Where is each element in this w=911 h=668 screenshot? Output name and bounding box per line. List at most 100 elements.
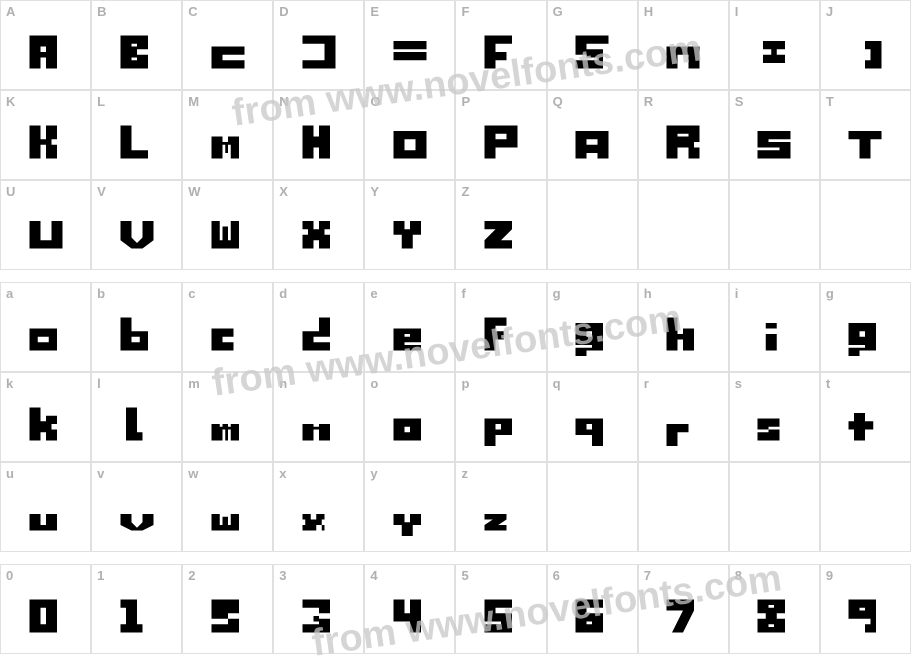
glyph-cell: g bbox=[547, 282, 638, 372]
cell-label: A bbox=[6, 4, 15, 19]
glyph-cell: c bbox=[182, 282, 273, 372]
cell-label: g bbox=[553, 286, 561, 301]
cell-label: K bbox=[6, 94, 15, 109]
cell-glyph bbox=[115, 120, 159, 171]
glyph-cell: S bbox=[729, 90, 820, 180]
glyph-cell: q bbox=[547, 372, 638, 462]
cell-glyph bbox=[570, 30, 614, 81]
cell-label: S bbox=[735, 94, 744, 109]
empty-cell bbox=[820, 180, 911, 270]
glyph-cell: M bbox=[182, 90, 273, 180]
cell-label: 1 bbox=[97, 568, 104, 583]
cell-label: F bbox=[461, 4, 469, 19]
cell-glyph bbox=[388, 210, 432, 261]
cell-glyph bbox=[115, 402, 159, 453]
glyph-cell: p bbox=[455, 372, 546, 462]
glyph-cell: 3 bbox=[273, 564, 364, 654]
cell-label: E bbox=[370, 4, 379, 19]
grid-section-lowercase: abcdefghigklmnopqrstuvwxyz bbox=[0, 282, 911, 552]
cell-glyph bbox=[24, 30, 68, 81]
glyph-cell: s bbox=[729, 372, 820, 462]
cell-label: Q bbox=[553, 94, 563, 109]
glyph-cell: C bbox=[182, 0, 273, 90]
cell-label: s bbox=[735, 376, 742, 391]
cell-glyph bbox=[479, 30, 523, 81]
cell-label: Z bbox=[461, 184, 469, 199]
glyph-cell: r bbox=[638, 372, 729, 462]
cell-label: T bbox=[826, 94, 834, 109]
glyph-cell: 1 bbox=[91, 564, 182, 654]
cell-glyph bbox=[206, 312, 250, 363]
cell-glyph bbox=[661, 594, 705, 645]
cell-label: 8 bbox=[735, 568, 742, 583]
cell-label: D bbox=[279, 4, 288, 19]
empty-cell bbox=[547, 462, 638, 552]
cell-glyph bbox=[843, 30, 887, 81]
cell-glyph bbox=[843, 312, 887, 363]
glyph-cell: u bbox=[0, 462, 91, 552]
glyph-cell: v bbox=[91, 462, 182, 552]
empty-cell bbox=[638, 180, 729, 270]
cell-label: f bbox=[461, 286, 465, 301]
cell-label: x bbox=[279, 466, 286, 481]
grid-section-uppercase: ABCDEFGHIJKLMNOPQRSTUVWXYZ bbox=[0, 0, 911, 270]
cell-glyph bbox=[206, 402, 250, 453]
glyph-cell: 7 bbox=[638, 564, 729, 654]
section-spacer bbox=[0, 552, 911, 564]
glyph-cell: n bbox=[273, 372, 364, 462]
cell-glyph bbox=[479, 120, 523, 171]
cell-label: M bbox=[188, 94, 199, 109]
glyph-cell: I bbox=[729, 0, 820, 90]
cell-glyph bbox=[388, 492, 432, 543]
glyph-cell: 2 bbox=[182, 564, 273, 654]
cell-label: w bbox=[188, 466, 198, 481]
glyph-cell: g bbox=[820, 282, 911, 372]
cell-label: P bbox=[461, 94, 470, 109]
grid-section-digits: 0123456789 bbox=[0, 564, 911, 654]
cell-label: 6 bbox=[553, 568, 560, 583]
cell-glyph bbox=[479, 492, 523, 543]
cell-label: 3 bbox=[279, 568, 286, 583]
cell-glyph bbox=[115, 594, 159, 645]
cell-glyph bbox=[297, 210, 341, 261]
cell-label: 9 bbox=[826, 568, 833, 583]
empty-cell bbox=[729, 462, 820, 552]
cell-label: 2 bbox=[188, 568, 195, 583]
glyph-cell: x bbox=[273, 462, 364, 552]
cell-label: e bbox=[370, 286, 377, 301]
glyph-cell: K bbox=[0, 90, 91, 180]
cell-glyph bbox=[115, 210, 159, 261]
cell-glyph bbox=[752, 30, 796, 81]
cell-glyph bbox=[479, 210, 523, 261]
glyph-cell: X bbox=[273, 180, 364, 270]
cell-label: r bbox=[644, 376, 649, 391]
glyph-cell: k bbox=[0, 372, 91, 462]
cell-glyph bbox=[206, 594, 250, 645]
cell-glyph bbox=[206, 120, 250, 171]
cell-glyph bbox=[752, 594, 796, 645]
glyph-cell: 9 bbox=[820, 564, 911, 654]
cell-label: 0 bbox=[6, 568, 13, 583]
cell-glyph bbox=[388, 402, 432, 453]
glyph-cell: G bbox=[547, 0, 638, 90]
cell-label: k bbox=[6, 376, 13, 391]
cell-label: u bbox=[6, 466, 14, 481]
cell-label: J bbox=[826, 4, 833, 19]
cell-label: I bbox=[735, 4, 739, 19]
cell-label: g bbox=[826, 286, 834, 301]
cell-glyph bbox=[24, 402, 68, 453]
empty-cell bbox=[547, 180, 638, 270]
font-character-map: ABCDEFGHIJKLMNOPQRSTUVWXYZabcdefghigklmn… bbox=[0, 0, 911, 654]
glyph-cell: E bbox=[364, 0, 455, 90]
cell-glyph bbox=[297, 120, 341, 171]
glyph-cell: t bbox=[820, 372, 911, 462]
cell-glyph bbox=[570, 594, 614, 645]
glyph-cell: U bbox=[0, 180, 91, 270]
glyph-cell: y bbox=[364, 462, 455, 552]
glyph-cell: B bbox=[91, 0, 182, 90]
cell-glyph bbox=[752, 402, 796, 453]
glyph-cell: Q bbox=[547, 90, 638, 180]
cell-glyph bbox=[297, 402, 341, 453]
glyph-cell: O bbox=[364, 90, 455, 180]
cell-glyph bbox=[24, 120, 68, 171]
